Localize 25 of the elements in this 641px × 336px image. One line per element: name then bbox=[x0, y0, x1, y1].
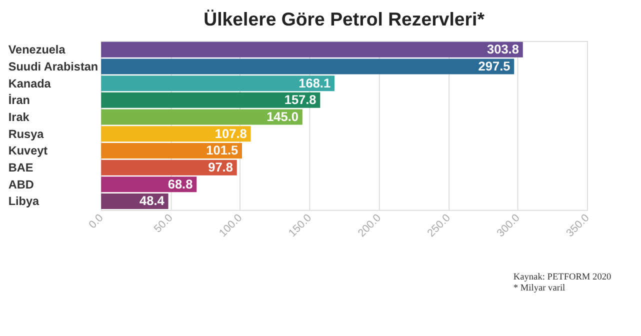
data-label: 297.5 bbox=[478, 58, 510, 74]
y-tick-label: Kuveyt bbox=[8, 144, 48, 158]
data-label: 157.8 bbox=[284, 92, 316, 108]
y-tick-label: BAE bbox=[8, 162, 34, 175]
y-tick-label: Suudi Arabistan bbox=[8, 60, 98, 74]
y-tick-label: ABD bbox=[8, 178, 34, 192]
data-label: 168.1 bbox=[298, 75, 331, 90]
data-label: 107.8 bbox=[214, 126, 247, 141]
x-tick-label: 50.0 bbox=[152, 212, 176, 236]
data-label: 68.8 bbox=[168, 176, 193, 192]
chart-title: Ülkelere Göre Petrol Rezervleri* bbox=[204, 8, 486, 30]
y-tick-label: Libya bbox=[8, 195, 40, 208]
data-label: 48.4 bbox=[140, 193, 166, 208]
data-label: 303.8 bbox=[487, 42, 519, 57]
y-tick-label: Venezuela bbox=[8, 44, 66, 57]
data-label: 101.5 bbox=[206, 142, 238, 158]
text: * Milyar varil bbox=[513, 283, 566, 294]
text: Kaynak: PETFORM 2020 bbox=[513, 272, 612, 283]
x-tick-label: 0.0 bbox=[86, 212, 106, 232]
y-tick-label: Kanada bbox=[8, 77, 52, 90]
data-label: 145.0 bbox=[266, 108, 298, 124]
y-tick-label: Rusya bbox=[8, 128, 44, 141]
data-label: 97.8 bbox=[208, 160, 233, 175]
y-tick-label: İran bbox=[8, 93, 30, 108]
y-tick-label: Irak bbox=[8, 110, 30, 124]
